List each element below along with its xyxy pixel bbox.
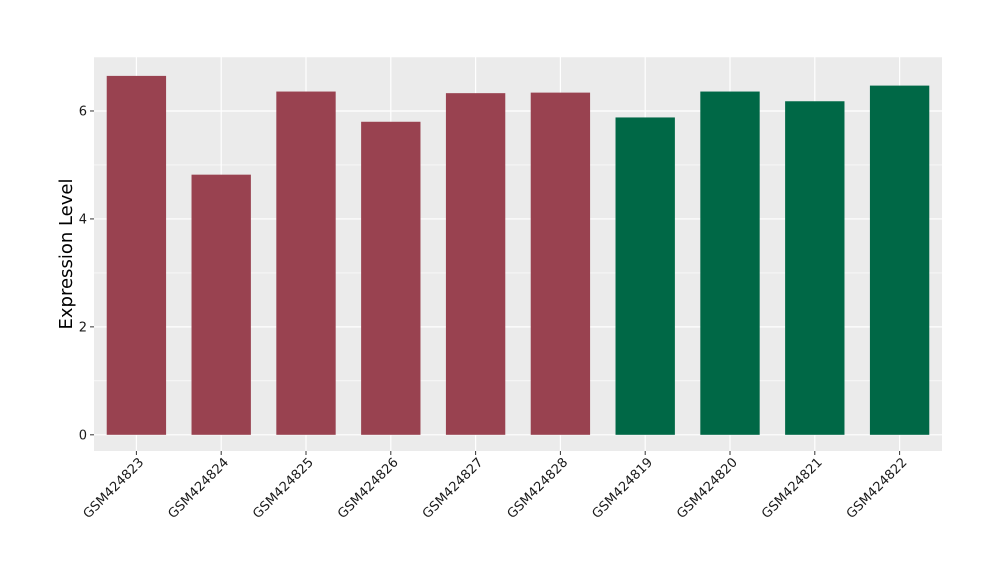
bar-GSM424821	[785, 101, 845, 435]
bar-GSM424820	[700, 91, 760, 435]
y-axis: 0 2 4 6	[79, 104, 94, 443]
bar-GSM424824	[191, 174, 251, 435]
bar-GSM424828	[530, 92, 591, 435]
x-tick-label: GSM424824	[165, 455, 232, 522]
y-tick-label: 4	[79, 212, 87, 227]
bars	[106, 75, 930, 435]
x-tick-label: GSM424823	[81, 455, 148, 522]
y-tick-label: 6	[79, 104, 87, 119]
bar-GSM424827	[445, 93, 506, 435]
x-tick-label: GSM424825	[250, 455, 317, 522]
x-tick-label: GSM424820	[674, 455, 741, 522]
y-tick-label: 0	[79, 428, 87, 443]
bar-GSM424822	[869, 85, 930, 435]
bar-GSM424819	[615, 117, 675, 435]
x-tick-label: GSM424821	[759, 455, 826, 522]
bar-GSM424825	[276, 91, 336, 435]
y-axis-title: Expression Level	[56, 179, 77, 330]
bar-GSM424823	[106, 75, 167, 435]
x-tick-label: GSM424822	[844, 455, 911, 522]
x-tick-label: GSM424826	[335, 455, 402, 522]
x-axis: GSM424823 GSM424824 GSM424825 GSM424826 GSM4…	[81, 451, 911, 522]
x-tick-label: GSM424827	[420, 455, 487, 522]
y-tick-label: 2	[79, 320, 87, 335]
x-tick-label: GSM424819	[589, 455, 656, 522]
x-tick-label: GSM424828	[505, 455, 572, 522]
bar-GSM424826	[361, 121, 421, 435]
